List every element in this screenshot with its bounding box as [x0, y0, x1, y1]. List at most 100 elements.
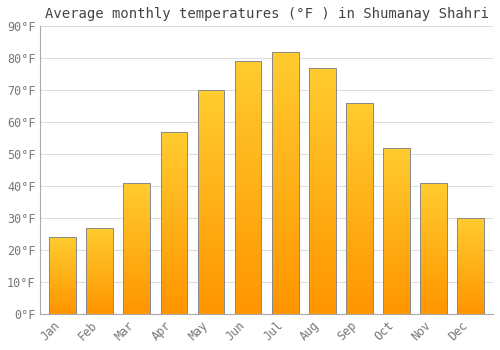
Bar: [160, 172, 188, 175]
Bar: [235, 193, 262, 198]
Bar: [86, 290, 113, 292]
Bar: [235, 258, 262, 264]
Bar: [309, 78, 336, 83]
Bar: [198, 148, 224, 153]
Bar: [309, 201, 336, 205]
Bar: [458, 312, 484, 314]
Bar: [346, 301, 373, 306]
Bar: [160, 256, 188, 259]
Bar: [49, 256, 76, 257]
Bar: [458, 237, 484, 239]
Bar: [458, 270, 484, 272]
Bar: [383, 310, 410, 314]
Bar: [309, 220, 336, 225]
Bar: [198, 251, 224, 256]
Bar: [49, 271, 76, 272]
Bar: [198, 175, 224, 180]
Bar: [420, 196, 447, 198]
Bar: [235, 289, 262, 294]
Bar: [49, 295, 76, 297]
Bar: [198, 104, 224, 108]
Bar: [160, 132, 188, 135]
Bar: [383, 168, 410, 171]
Bar: [49, 275, 76, 277]
Bar: [235, 208, 262, 213]
Bar: [383, 208, 410, 211]
Bar: [458, 247, 484, 249]
Bar: [49, 294, 76, 295]
Bar: [49, 291, 76, 292]
Bar: [124, 246, 150, 248]
Bar: [124, 270, 150, 272]
Bar: [383, 274, 410, 277]
Bar: [124, 264, 150, 267]
Bar: [160, 175, 188, 179]
Bar: [198, 282, 224, 287]
Bar: [235, 127, 262, 132]
Bar: [458, 228, 484, 230]
Bar: [124, 198, 150, 201]
Bar: [198, 99, 224, 104]
Bar: [198, 113, 224, 117]
Bar: [160, 194, 188, 197]
Bar: [124, 298, 150, 301]
Bar: [383, 237, 410, 241]
Bar: [86, 241, 113, 243]
Bar: [49, 272, 76, 274]
Bar: [346, 154, 373, 158]
Bar: [383, 181, 410, 184]
Bar: [383, 194, 410, 197]
Bar: [198, 153, 224, 157]
Bar: [160, 299, 188, 303]
Bar: [458, 266, 484, 268]
Bar: [458, 289, 484, 291]
Bar: [309, 68, 336, 314]
Bar: [86, 302, 113, 303]
Bar: [124, 248, 150, 251]
Bar: [309, 230, 336, 235]
Bar: [346, 191, 373, 196]
Bar: [49, 237, 76, 239]
Bar: [309, 235, 336, 240]
Bar: [346, 103, 373, 107]
Bar: [420, 240, 447, 243]
Bar: [383, 297, 410, 301]
Bar: [198, 189, 224, 193]
Bar: [198, 117, 224, 121]
Bar: [86, 236, 113, 238]
Bar: [272, 267, 298, 272]
Bar: [272, 214, 298, 219]
Bar: [383, 174, 410, 177]
Bar: [272, 261, 298, 267]
Bar: [458, 222, 484, 224]
Bar: [458, 304, 484, 306]
Bar: [420, 243, 447, 246]
Bar: [272, 282, 298, 288]
Bar: [235, 112, 262, 117]
Bar: [49, 286, 76, 288]
Bar: [346, 251, 373, 255]
Bar: [160, 248, 188, 252]
Bar: [346, 103, 373, 314]
Bar: [49, 302, 76, 303]
Bar: [420, 290, 447, 293]
Bar: [160, 212, 188, 216]
Bar: [124, 228, 150, 230]
Bar: [86, 303, 113, 305]
Bar: [272, 277, 298, 282]
Bar: [86, 300, 113, 302]
Bar: [309, 68, 336, 73]
Bar: [383, 197, 410, 201]
Bar: [198, 233, 224, 238]
Bar: [124, 214, 150, 217]
Bar: [309, 88, 336, 92]
Bar: [420, 288, 447, 290]
Bar: [383, 148, 410, 314]
Bar: [346, 120, 373, 124]
Bar: [346, 289, 373, 293]
Bar: [49, 268, 76, 270]
Bar: [124, 261, 150, 264]
Bar: [272, 235, 298, 240]
Bar: [160, 267, 188, 270]
Bar: [383, 204, 410, 208]
